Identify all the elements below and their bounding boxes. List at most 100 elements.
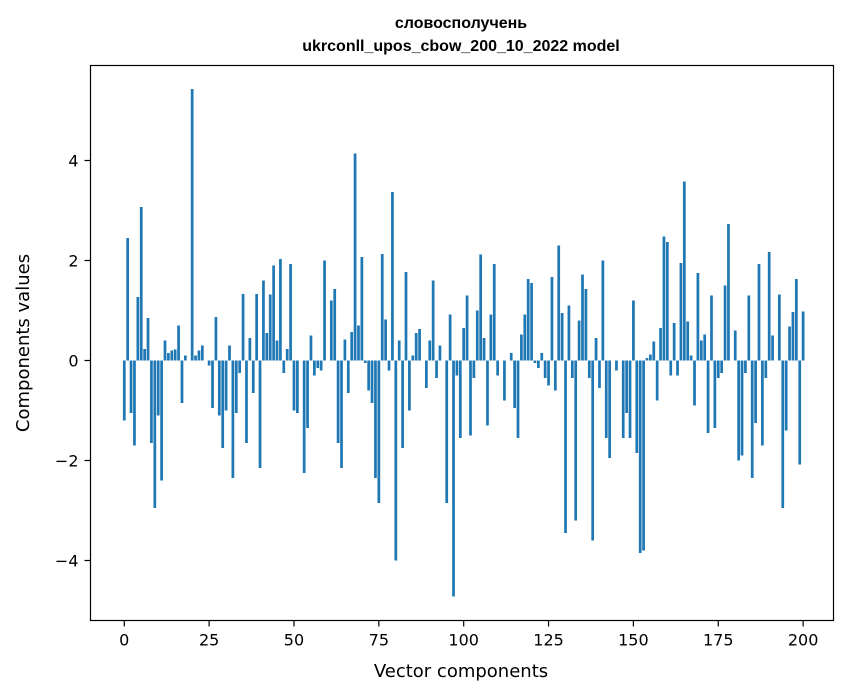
bar <box>292 360 296 411</box>
x-tick-label: 200 <box>788 631 819 650</box>
bar <box>346 360 350 393</box>
bar <box>601 260 605 361</box>
bar <box>781 360 785 508</box>
bar <box>425 360 428 388</box>
bar <box>231 360 235 478</box>
bar <box>570 360 574 378</box>
bar <box>404 272 408 361</box>
bar <box>547 360 550 386</box>
bar <box>608 360 612 458</box>
bar <box>720 360 724 373</box>
bar <box>713 360 717 428</box>
bar <box>513 360 516 408</box>
bar <box>587 360 591 378</box>
bar <box>689 355 693 361</box>
bar <box>438 345 442 361</box>
bar <box>384 319 387 361</box>
bar <box>245 360 248 443</box>
bar <box>452 360 455 597</box>
bar <box>649 354 652 361</box>
bar <box>655 360 659 401</box>
bar <box>133 360 136 446</box>
bar <box>200 345 204 361</box>
bar <box>394 360 398 561</box>
bar <box>645 358 649 361</box>
bar <box>577 320 581 361</box>
bar <box>180 360 184 403</box>
bar <box>238 360 242 373</box>
bar <box>122 360 126 421</box>
bar <box>207 360 211 366</box>
bar <box>360 257 364 361</box>
bar <box>251 360 255 393</box>
bar <box>258 360 262 468</box>
bar <box>615 360 618 371</box>
bar <box>699 340 703 361</box>
bar <box>560 313 564 361</box>
bar <box>533 360 537 363</box>
bar <box>414 333 418 361</box>
bar <box>482 338 486 361</box>
bar <box>794 279 798 361</box>
bar <box>316 360 320 368</box>
bar <box>170 350 174 361</box>
bar <box>676 360 679 376</box>
bar <box>686 321 690 361</box>
bar <box>312 360 316 376</box>
bar <box>241 294 245 361</box>
bar <box>791 312 795 361</box>
bar <box>377 360 381 503</box>
bar <box>716 360 720 378</box>
bars-group <box>122 89 805 597</box>
bar <box>537 360 540 368</box>
bar <box>669 360 673 376</box>
bar <box>370 360 374 403</box>
y-tick-label: 4 <box>68 152 78 171</box>
bar <box>733 330 737 361</box>
bar <box>557 245 561 361</box>
x-tick-label: 25 <box>199 631 219 650</box>
bar <box>139 207 143 361</box>
bar <box>184 355 187 361</box>
bar <box>740 360 744 456</box>
bar <box>255 294 259 361</box>
bar <box>306 360 309 428</box>
bar <box>401 360 404 448</box>
bar <box>214 317 218 361</box>
bar <box>282 360 286 373</box>
x-axis-ticks: 0 25 50 75 100 125 150 175 200 <box>119 620 819 650</box>
bar <box>496 360 499 376</box>
bar <box>445 360 449 503</box>
bar <box>659 328 662 361</box>
bar <box>767 252 771 361</box>
bar <box>329 300 333 361</box>
bar <box>744 360 747 373</box>
bar <box>418 329 421 361</box>
bar <box>662 236 666 361</box>
bar <box>224 360 228 411</box>
bar <box>764 360 768 378</box>
y-tick-label: −2 <box>55 452 79 471</box>
bar <box>798 360 802 465</box>
bar <box>248 338 252 361</box>
bar <box>234 360 238 413</box>
bar <box>584 289 588 361</box>
bar <box>408 360 411 411</box>
bar <box>458 360 462 438</box>
bar <box>632 300 635 361</box>
bar <box>472 360 476 378</box>
bar <box>380 254 384 361</box>
bar <box>357 325 360 361</box>
bar <box>323 260 326 361</box>
bar <box>635 360 639 453</box>
y-tick-label: 2 <box>68 252 78 271</box>
bar <box>435 360 438 378</box>
bar <box>598 360 601 388</box>
bar <box>628 360 632 438</box>
bar <box>262 280 265 361</box>
bar <box>550 277 554 361</box>
bar <box>788 326 791 361</box>
bar <box>431 280 435 361</box>
bar <box>710 295 713 361</box>
bar <box>516 360 520 438</box>
